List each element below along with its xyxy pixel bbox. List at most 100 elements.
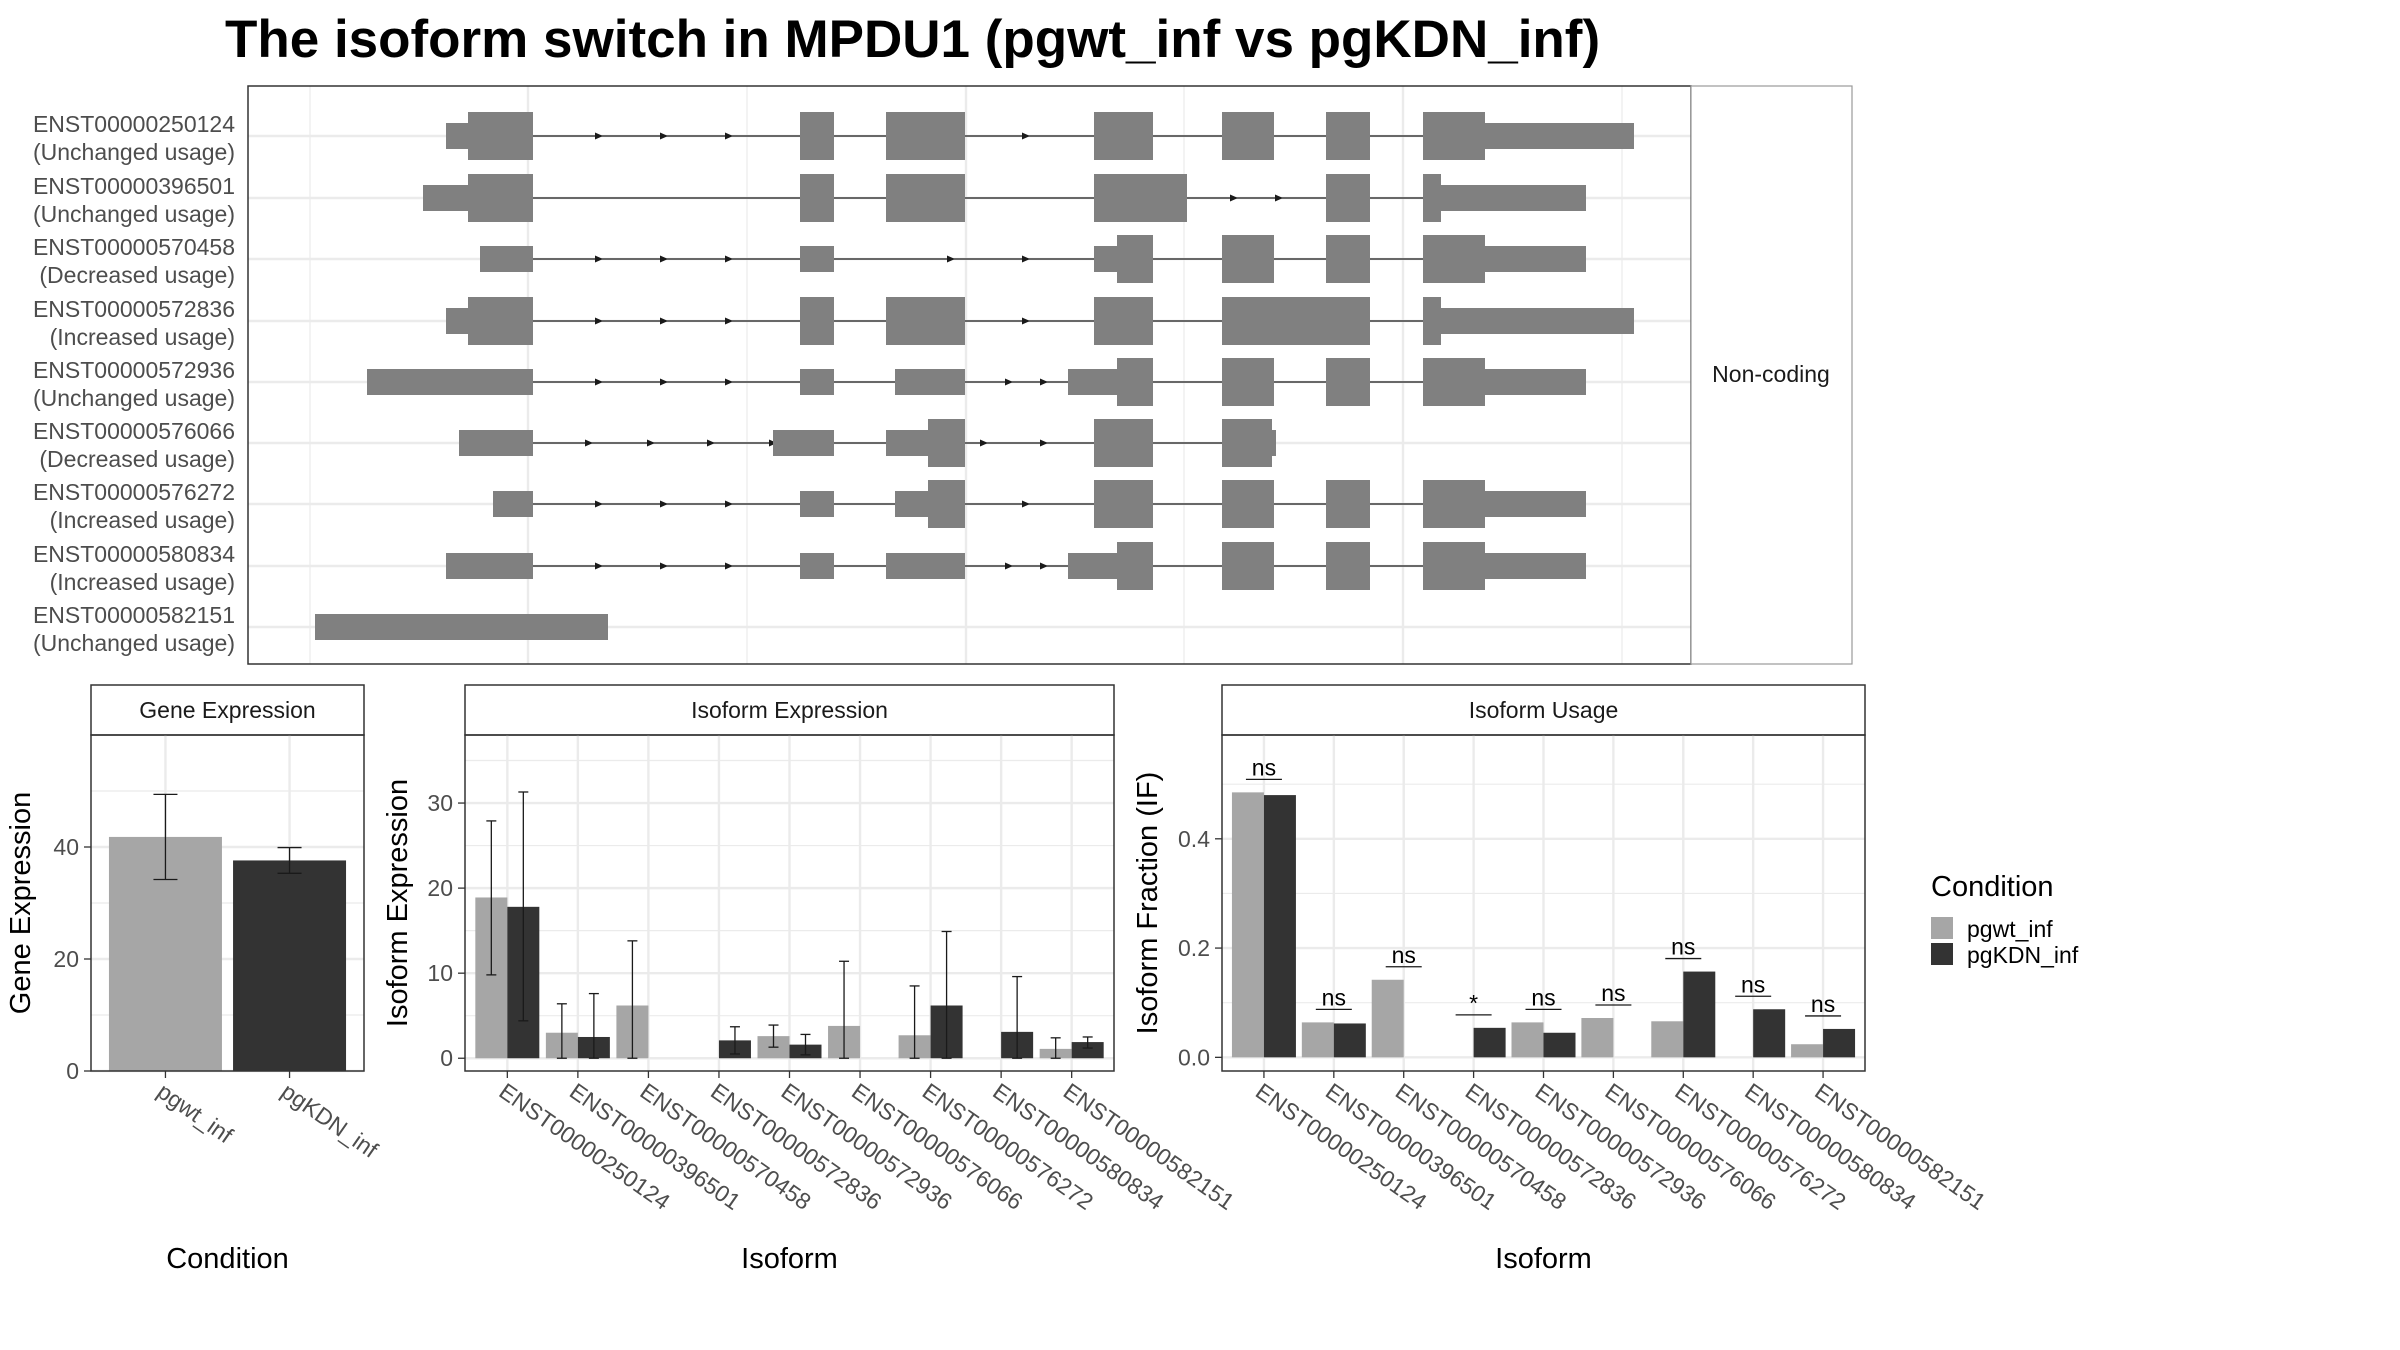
transcript-id-label: ENST00000572936 [33, 357, 235, 383]
bar [1511, 1022, 1544, 1058]
y-tick-label: 20 [427, 875, 453, 901]
transcript-usage-label: (Unchanged usage) [33, 630, 235, 656]
intron-arrow [660, 317, 668, 325]
transcript-usage-label: (Decreased usage) [39, 446, 235, 472]
bar [1301, 1022, 1334, 1058]
significance-label: ns [1531, 984, 1555, 1010]
legend-key-pgkdn [1931, 943, 1953, 965]
significance-label: ns [1601, 980, 1625, 1006]
exon-block [800, 369, 834, 395]
y-tick-label: 10 [427, 960, 453, 986]
exon-block [446, 553, 533, 579]
bar [1263, 795, 1296, 1058]
intron-arrow [725, 255, 733, 263]
exon-block [928, 480, 965, 528]
exon-block [1094, 174, 1187, 222]
transcript-usage-label: (Unchanged usage) [33, 139, 235, 165]
panel-strip-title: Isoform Expression [691, 697, 888, 723]
exon-block [493, 491, 533, 517]
intron-arrow [980, 439, 988, 447]
transcript-id-label: ENST00000582151 [33, 602, 235, 628]
intron-arrow [1230, 194, 1238, 202]
exon-block [1117, 358, 1153, 406]
transcript-id-label: ENST00000570458 [33, 234, 235, 260]
significance-label: ns [1671, 934, 1695, 960]
exon-block [1222, 235, 1274, 283]
panel-strip-title: Isoform Usage [1469, 697, 1619, 723]
intron-arrow [660, 255, 668, 263]
transcript-usage-label: (Unchanged usage) [33, 385, 235, 411]
exon-block [886, 174, 965, 222]
bar [1071, 1042, 1104, 1059]
intron-arrow [1005, 562, 1013, 570]
x-tick-label: pgwt_inf [153, 1078, 239, 1149]
exon-block [800, 491, 834, 517]
intron-arrow [1022, 317, 1030, 325]
x-tick-label: pgKDN_inf [277, 1078, 384, 1163]
legend-title: Condition [1931, 871, 2054, 903]
legend-label-pgkdn: pgKDN_inf [1967, 942, 2079, 968]
exon-block [1094, 419, 1153, 467]
panel-strip [90, 684, 365, 736]
significance-label: * [1469, 990, 1478, 1016]
exon-block [895, 491, 932, 517]
significance-label: ns [1741, 971, 1765, 997]
intron-arrow [595, 562, 603, 570]
transcript-id-label: ENST00000576066 [33, 418, 235, 444]
panel-strip-title: Gene Expression [139, 697, 315, 723]
transcript-id-label: ENST00000576272 [33, 479, 235, 505]
intron-arrow [585, 439, 593, 447]
figure-title: The isoform switch in MPDU1 (pgwt_inf vs… [225, 10, 1600, 69]
exon-block [1326, 542, 1370, 590]
exon-block [459, 430, 533, 456]
exon-block [928, 419, 965, 467]
y-tick-label: 40 [53, 834, 79, 860]
exon-block [1094, 480, 1153, 528]
exon-block [423, 185, 470, 211]
intron-arrow [660, 132, 668, 140]
bar [1371, 979, 1404, 1058]
structure-transcripts [315, 112, 1634, 640]
significance-label: ns [1322, 984, 1346, 1010]
y-tick-label: 20 [53, 946, 79, 972]
intron-arrow [725, 378, 733, 386]
exon-block [800, 553, 834, 579]
exon-block [1222, 112, 1274, 160]
intron-arrow [707, 439, 715, 447]
intron-arrow [1005, 378, 1013, 386]
exon-block [468, 297, 533, 345]
y-tick-label: 0.2 [1178, 935, 1210, 961]
exon-block [446, 123, 470, 149]
bar [1651, 1021, 1684, 1058]
structure-row-labels: ENST00000250124(Unchanged usage)ENST0000… [33, 111, 235, 656]
exon-block [1326, 358, 1370, 406]
intron-arrow [725, 500, 733, 508]
intron-arrow [1022, 500, 1030, 508]
panel-strip [464, 684, 1115, 736]
intron-arrow [595, 132, 603, 140]
exon-block [1094, 297, 1153, 345]
intron-arrow [1040, 562, 1048, 570]
bar [1823, 1028, 1856, 1058]
exon-block [1222, 297, 1370, 345]
intron-arrow [595, 317, 603, 325]
exon-block [1482, 369, 1586, 395]
transcript-id-label: ENST00000250124 [33, 111, 235, 137]
intron-arrow [660, 378, 668, 386]
isoform-expression-chart: Isoform Expression0102030ENST00000250124… [382, 684, 1239, 1275]
bar [1473, 1027, 1506, 1058]
exon-block [468, 174, 533, 222]
intron-arrow [725, 317, 733, 325]
intron-arrow [595, 378, 603, 386]
exon-block [1222, 419, 1272, 467]
transcript-usage-label: (Decreased usage) [39, 262, 235, 288]
intron-arrow [1040, 378, 1048, 386]
y-tick-label: 0.0 [1178, 1044, 1210, 1070]
exon-block [1439, 185, 1586, 211]
intron-arrow [1022, 255, 1030, 263]
intron-arrow [595, 500, 603, 508]
exon-block [1482, 491, 1586, 517]
exon-block [1482, 246, 1586, 272]
structure-panel: Non-coding ENST00000250124(Unchanged usa… [33, 85, 1853, 665]
bar [1333, 1023, 1366, 1058]
